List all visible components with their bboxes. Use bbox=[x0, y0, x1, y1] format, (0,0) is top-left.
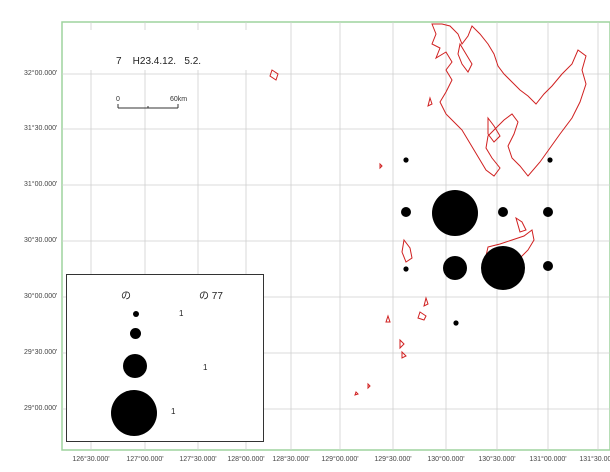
coastline bbox=[269, 69, 279, 81]
coastline bbox=[367, 382, 371, 390]
catch-circle-icon bbox=[403, 266, 409, 272]
longitude-label: 127°30.000' bbox=[179, 456, 217, 463]
longitude-label: 127°00.000' bbox=[126, 456, 164, 463]
latitude-label: 32°00.000' bbox=[24, 70, 58, 77]
legend-value-1: 1 bbox=[179, 309, 184, 318]
latitude-label: 30°30.000' bbox=[24, 237, 58, 244]
scale-bar bbox=[117, 104, 179, 109]
legend-header-right: の 77 bbox=[199, 291, 223, 302]
legend-circle-xs bbox=[133, 311, 139, 317]
catch-circle-icon bbox=[543, 261, 553, 271]
legend-circle-l bbox=[111, 390, 157, 436]
latitude-label: 30°00.000' bbox=[24, 293, 58, 300]
catch-circle-icon bbox=[403, 157, 409, 163]
legend-circle-s bbox=[130, 328, 141, 339]
coastline bbox=[385, 314, 391, 323]
latitude-label: 29°00.000' bbox=[24, 405, 58, 412]
catch-circle-icon bbox=[432, 190, 478, 236]
catch-circle-icon bbox=[481, 246, 525, 290]
longitude-label: 128°30.000' bbox=[272, 456, 310, 463]
catch-circle-icon bbox=[543, 207, 553, 217]
longitude-label: 131°00.000' bbox=[529, 456, 567, 463]
coastline bbox=[427, 96, 433, 107]
longitude-label: 129°00.000' bbox=[321, 456, 359, 463]
coastline bbox=[431, 23, 587, 177]
catch-circle-icon bbox=[547, 157, 553, 163]
coastline bbox=[399, 338, 405, 350]
longitude-label: 131°30.000' bbox=[579, 456, 610, 463]
longitude-label: 129°30.000' bbox=[374, 456, 412, 463]
legend-header-left: の bbox=[121, 291, 131, 302]
legend-value-3: 1 bbox=[203, 363, 208, 372]
coastline bbox=[515, 216, 527, 233]
latitude-label: 29°30.000' bbox=[24, 349, 58, 356]
coastline bbox=[401, 350, 407, 359]
coastline bbox=[487, 116, 501, 143]
latitude-label: 31°00.000' bbox=[24, 181, 58, 188]
legend-circle-m bbox=[123, 354, 147, 378]
legend-box: の の 77 1 1 1 bbox=[66, 274, 264, 442]
coastline bbox=[354, 391, 359, 396]
scale-start-label: 0 bbox=[116, 96, 120, 103]
legend-value-4: 1 bbox=[171, 407, 176, 416]
catch-circle-icon bbox=[401, 207, 411, 217]
coastline bbox=[423, 296, 429, 307]
catch-circle-icon bbox=[498, 207, 508, 217]
latitude-label: 31°30.000' bbox=[24, 125, 58, 132]
longitude-label: 130°00.000' bbox=[427, 456, 465, 463]
map-title: 7 H23.4.12. 5.2. bbox=[116, 56, 202, 67]
longitude-label: 128°00.000' bbox=[227, 456, 265, 463]
title-box: 7 H23.4.12. 5.2. bbox=[72, 30, 266, 70]
scale-end-label: 60km bbox=[170, 96, 188, 103]
longitude-label: 126°30.000' bbox=[72, 456, 110, 463]
catch-circle-icon bbox=[443, 256, 467, 280]
coastline bbox=[401, 238, 413, 263]
coastline bbox=[417, 311, 427, 321]
catch-circle-icon bbox=[453, 320, 459, 326]
coastline bbox=[379, 162, 383, 170]
longitude-label: 130°30.000' bbox=[478, 456, 516, 463]
coastline bbox=[457, 42, 473, 73]
